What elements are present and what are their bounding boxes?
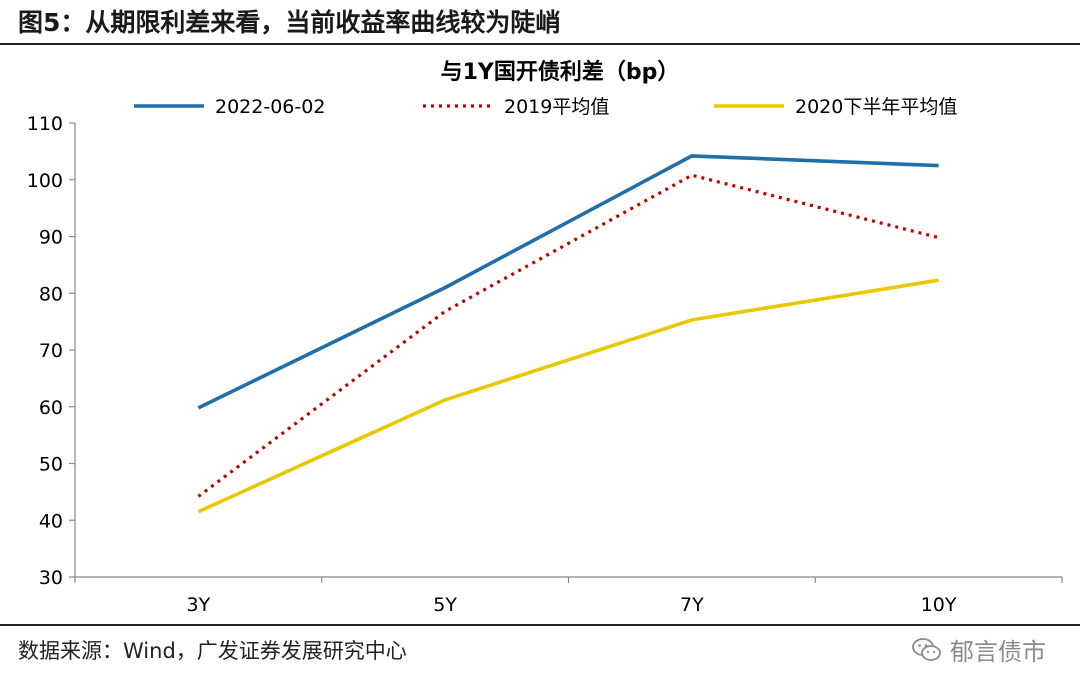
chart-axes: 30 40 50 60 70 80 90 100 110 3Y 5Y 7Y 10Y [27, 113, 1063, 616]
wechat-icon [912, 637, 941, 661]
y-tick-label: 100 [27, 170, 63, 192]
series-line-1 [197, 173, 939, 498]
y-tick-label: 30 [39, 567, 63, 589]
legend-label-0: 2022-06-02 [215, 96, 325, 118]
series-line-2 [197, 278, 939, 514]
x-tick-label: 3Y [187, 594, 211, 616]
y-tick-label: 80 [39, 283, 63, 305]
bottom-divider [0, 624, 1080, 626]
line-chart: 与1Y国开债利差（bp） 2022-06-02 2019平均值 2020下半年平均值… [27, 59, 1063, 616]
x-tick-label: 5Y [433, 594, 457, 616]
y-tick-label: 60 [39, 397, 63, 419]
y-tick-label: 110 [27, 113, 63, 135]
y-tick-label: 70 [39, 340, 63, 362]
brand-name: 郁言债市 [950, 638, 1046, 666]
x-tick-label: 7Y [680, 594, 704, 616]
figure-header: 图5：从期限利差来看，当前收益率曲线较为陡峭 [18, 4, 1063, 42]
chart-series [197, 154, 939, 514]
chart-title: 与1Y国开债利差（bp） [441, 59, 680, 85]
x-tick-label: 10Y [921, 594, 957, 616]
top-divider [0, 43, 1080, 45]
figure-title: 图5：从期限利差来看，当前收益率曲线较为陡峭 [18, 8, 561, 37]
y-tick-label: 50 [39, 454, 63, 476]
chart-legend: 2022-06-02 2019平均值 2020下半年平均值 [134, 96, 957, 118]
y-tick-label: 40 [39, 510, 63, 532]
series-line-0 [197, 154, 939, 410]
legend-label-1: 2019平均值 [504, 96, 609, 118]
data-source-note: 数据来源：Wind，广发证券发展研究中心 [18, 639, 407, 663]
legend-label-2: 2020下半年平均值 [795, 96, 957, 118]
y-tick-label: 90 [39, 227, 63, 249]
brand-watermark: 郁言债市 [912, 632, 1046, 667]
